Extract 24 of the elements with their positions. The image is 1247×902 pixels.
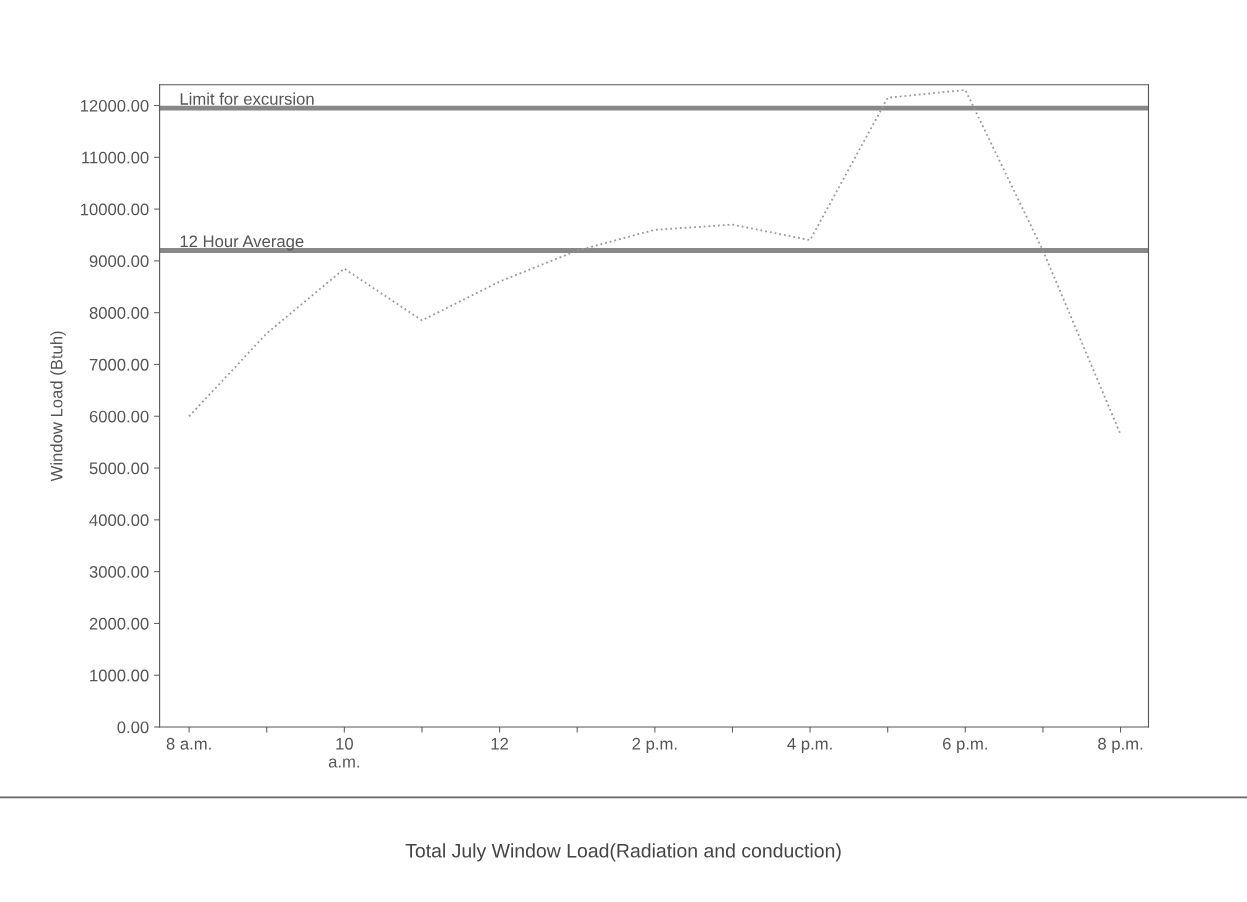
y-tick-label: 5000.00 [89, 462, 149, 475]
y-tick-label: 7000.00 [89, 358, 149, 371]
x-tick-label: 4 p.m. [787, 738, 832, 753]
y-tick-label: 10000.00 [80, 203, 149, 216]
x-tick-label: 6 p.m. [943, 737, 987, 753]
y-tick-label: 2000.00 [89, 617, 149, 630]
y-tick-label: 3000.00 [89, 566, 149, 578]
y-tick-label: 12000.00 [80, 99, 149, 112]
ref-line-label: Limit for excursion [180, 92, 314, 105]
ref-line-label: 12 Hour Average [180, 235, 304, 251]
y-tick-label: 9000.00 [89, 255, 149, 268]
y-axis-title: Window Load (Btuh) [50, 331, 66, 482]
y-tick-label: 1000.00 [90, 669, 149, 682]
x-tick-label: 8 a.m. [166, 737, 211, 750]
y-tick-label: 4000.00 [89, 514, 149, 527]
y-tick-label: 0.00 [117, 721, 149, 734]
y-tick-label: 6000.00 [89, 410, 149, 423]
y-tick-label: 11000.00 [82, 151, 149, 164]
x-tick-label: 8 p.m. [1098, 737, 1143, 753]
x-tick-label: 2 p.m. [632, 737, 677, 753]
y-tick-label: 8000.00 [89, 307, 149, 319]
x-tick-label: 12 [491, 737, 509, 750]
x-tick-label: 10 a.m. [328, 737, 360, 768]
text: Total July Window Load(Radiation and conduction) [405, 843, 841, 862]
